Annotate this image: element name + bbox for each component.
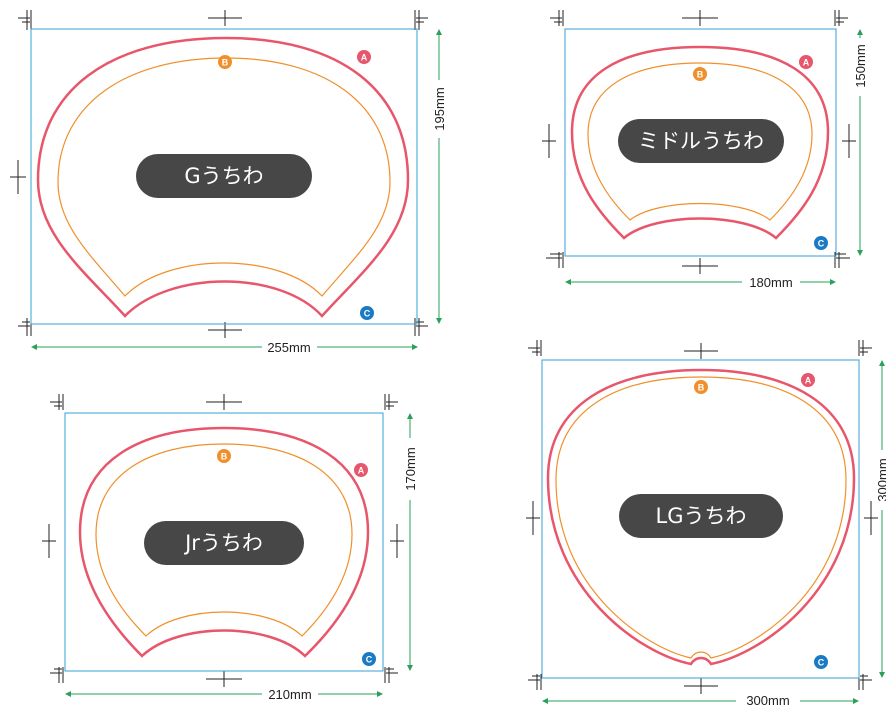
fan-name: ミドルうちわ (638, 129, 764, 153)
crop-marks (10, 10, 428, 338)
height-dimension (407, 413, 413, 671)
svg-text:B: B (222, 58, 229, 68)
name-pill (136, 154, 312, 198)
height-dimension (857, 29, 863, 256)
template-lg: A B C LGうちわ 300mm 300mm (526, 340, 886, 705)
svg-text:C: C (818, 658, 825, 668)
name-pill (144, 521, 304, 565)
safe-line (587, 62, 813, 221)
template-g: A B C Gうちわ 255mm 195mm (10, 10, 447, 355)
badge-a: A (801, 373, 815, 387)
height-dimension (879, 360, 885, 678)
fan-name: Gうちわ (184, 164, 263, 188)
badge-b: B (693, 67, 707, 81)
safe-line (555, 376, 847, 659)
svg-text:A: A (805, 376, 812, 386)
width-dimension (542, 698, 859, 704)
name-pill (618, 119, 784, 163)
width-label: 300mm (746, 693, 789, 705)
width-dimension (65, 691, 383, 697)
badge-a: A (357, 50, 371, 64)
crop-marks (526, 340, 878, 694)
svg-text:B: B (221, 452, 228, 462)
badge-b: B (694, 380, 708, 394)
height-dimension (436, 29, 442, 324)
svg-text:A: A (803, 58, 810, 68)
svg-text:A: A (358, 466, 365, 476)
badge-c: C (814, 236, 828, 250)
name-pill (619, 494, 783, 538)
print-frame (541, 359, 860, 679)
badge-c: C (360, 306, 374, 320)
print-frame (64, 412, 384, 672)
fan-name: LGうちわ (656, 504, 747, 528)
width-label: 180mm (749, 275, 792, 290)
height-label: 170mm (403, 447, 418, 490)
height-label: 150mm (853, 44, 868, 87)
safe-line (95, 443, 353, 637)
badge-a: A (354, 463, 368, 477)
svg-text:A: A (361, 53, 368, 63)
width-dimension (31, 344, 418, 350)
template-middle: A B C ミドルうちわ 180mm 150mm (542, 10, 868, 290)
svg-text:C: C (364, 309, 371, 319)
safe-line (57, 57, 391, 297)
crop-marks (42, 394, 404, 687)
height-label: 195mm (432, 87, 447, 130)
cut-line (78, 426, 370, 658)
cut-line (570, 45, 830, 240)
print-frame (564, 28, 837, 257)
cut-line (36, 36, 410, 318)
badge-b: B (218, 55, 232, 69)
svg-text:B: B (697, 70, 704, 80)
template-jr: A B C Jrうちわ 210mm 170mm (42, 394, 418, 702)
badge-c: C (814, 655, 828, 669)
height-label: 300mm (875, 458, 886, 501)
svg-text:B: B (698, 383, 705, 393)
print-frame (30, 28, 418, 325)
crop-marks (542, 10, 856, 274)
width-dimension (565, 279, 836, 285)
width-label: 255mm (267, 340, 310, 355)
badge-b: B (217, 449, 231, 463)
cut-line (546, 368, 856, 666)
width-label: 210mm (268, 687, 311, 702)
badge-c: C (362, 652, 376, 666)
badge-a: A (799, 55, 813, 69)
svg-text:C: C (818, 239, 825, 249)
fan-name: Jrうちわ (183, 531, 263, 555)
svg-text:C: C (366, 655, 373, 665)
